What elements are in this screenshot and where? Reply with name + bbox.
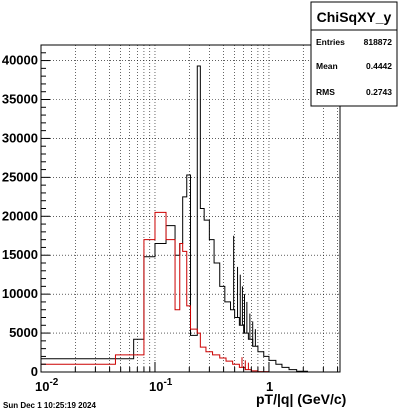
y-tick-label: 40000 — [2, 53, 38, 68]
stats-box-frame — [310, 1, 398, 107]
stats-rms-label: RMS — [316, 87, 335, 97]
x-tick-exponent: -2 — [49, 377, 58, 388]
y-tick-label: 20000 — [2, 208, 38, 223]
y-tick-label: 30000 — [2, 130, 38, 145]
timestamp-label: Sun Dec 1 10:25:19 2024 — [3, 401, 96, 410]
stats-mean-label: Mean — [316, 61, 338, 71]
stats-entries-value: 818872 — [364, 37, 393, 47]
y-tick-label: 25000 — [2, 169, 38, 184]
stats-box: ChiSqXY_y Entries 818872 Mean 0.4442 RMS… — [310, 1, 398, 107]
stats-rms-value: 0.2743 — [366, 87, 392, 97]
y-tick-label: 0 — [31, 364, 38, 379]
stats-entries-label: Entries — [316, 37, 345, 47]
stats-mean-value: 0.4442 — [366, 61, 392, 71]
y-tick-label: 15000 — [2, 247, 38, 262]
stats-box-title: ChiSqXY_y — [317, 9, 392, 25]
y-tick-label: 10000 — [2, 286, 38, 301]
x-tick-exponent: -1 — [163, 377, 172, 388]
histogram-series-red — [41, 211, 269, 373]
histogram-series-black — [41, 65, 308, 372]
x-tick-label: 1 — [266, 379, 273, 394]
y-tick-label: 35000 — [2, 92, 38, 107]
histogram-series — [41, 65, 308, 373]
axes: 0 5000 10000 15000 20000 25000 30000 35000 40000… — [2, 44, 339, 394]
x-axis-title: pT/|q| (GeV/c) — [256, 391, 346, 407]
y-tick-label: 5000 — [9, 325, 38, 340]
